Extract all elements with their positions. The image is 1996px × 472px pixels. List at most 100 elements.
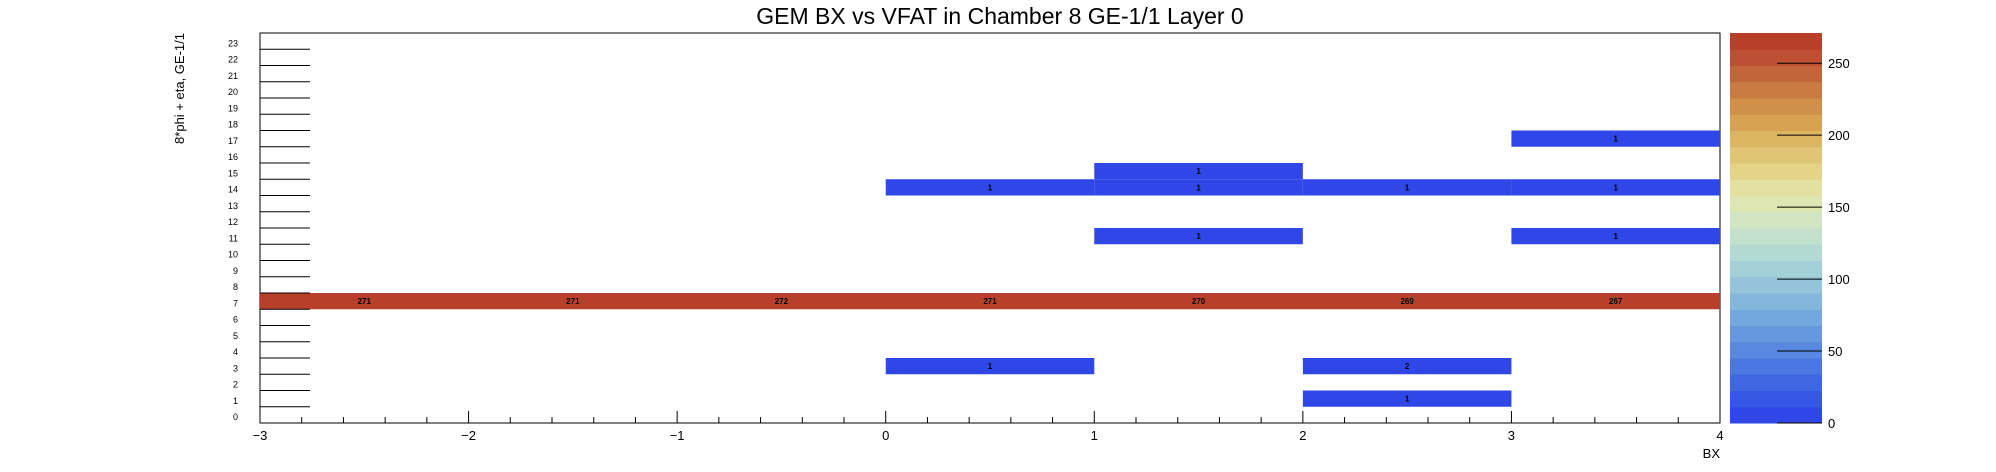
x-tick-label: 1 — [1091, 428, 1098, 443]
color-scale-segment — [1730, 406, 1822, 424]
cell-value-label: 1 — [1196, 167, 1201, 176]
heatmap-cell — [1511, 179, 1720, 196]
y-tick-label: 9 — [233, 266, 238, 276]
cell-value-label: 271 — [983, 297, 997, 306]
cell-value-label: 1 — [1405, 395, 1410, 404]
y-tick-label: 11 — [229, 233, 238, 243]
cell-value-label: 269 — [1400, 297, 1414, 306]
y-tick-label: 0 — [233, 412, 238, 422]
y-tick-label: 23 — [228, 38, 238, 48]
color-scale-segment — [1730, 325, 1822, 343]
color-scale-segment — [1730, 33, 1822, 50]
x-tick-label: −1 — [670, 428, 685, 443]
y-tick-label: 22 — [228, 55, 238, 65]
color-scale-segment — [1730, 309, 1822, 326]
x-tick-label: 0 — [882, 428, 889, 443]
y-tick-label: 19 — [228, 103, 238, 113]
color-scale-label: 100 — [1828, 272, 1850, 287]
y-tick-label: 15 — [228, 168, 238, 178]
y-tick-label: 4 — [233, 347, 238, 357]
color-scale: 0 50 100 150 200 250 — [1730, 33, 1850, 431]
y-tick-label: 1 — [233, 396, 238, 406]
cell-value-label: 1 — [1196, 232, 1201, 241]
y-tick-label: 3 — [233, 363, 238, 373]
y-tick-label: 2 — [233, 380, 238, 390]
color-scale-label: 150 — [1828, 200, 1850, 215]
y-tick-label: 13 — [228, 201, 238, 211]
cells-layer: 271 271 272 271 270 269 267 1 1 1 1 1 1 1 1 1 2 1 — [260, 130, 1720, 407]
heatmap-cell — [1511, 228, 1720, 245]
cell-value-label: 271 — [358, 297, 372, 306]
cell-value-label: 2 — [1405, 362, 1410, 371]
cell-value-label: 1 — [1405, 183, 1410, 192]
color-scale-segment — [1730, 276, 1822, 294]
chart-title: GEM BX vs VFAT in Chamber 8 GE-1/1 Layer… — [756, 3, 1243, 29]
heatmap-cell — [885, 358, 1095, 375]
y-tick-label: 8 — [233, 282, 238, 292]
x-axis: −3 −2 −1 0 1 2 3 4 — [253, 411, 1724, 443]
color-scale-segment — [1730, 293, 1822, 310]
cell-value-label: 1 — [1613, 135, 1618, 144]
cell-value-label: 1 — [1613, 232, 1618, 241]
color-scale-segment — [1730, 49, 1822, 66]
x-axis-title: BX — [1703, 446, 1721, 461]
cell-value-label: 1 — [1613, 183, 1618, 192]
color-scale-segment — [1730, 358, 1822, 375]
color-scale-segment — [1730, 130, 1822, 148]
color-scale-segment — [1730, 98, 1822, 115]
color-scale-label: 0 — [1828, 416, 1835, 431]
color-scale-segment — [1730, 228, 1822, 245]
y-tick-label: 12 — [228, 217, 238, 227]
heatmap-cell — [260, 293, 1720, 310]
cell-value-label: 1 — [1196, 183, 1201, 192]
y-tick-label: 16 — [228, 152, 238, 162]
x-tick-label: 2 — [1299, 428, 1306, 443]
heatmap-cell — [1302, 358, 1512, 375]
y-tick-label: 20 — [228, 87, 238, 97]
cell-value-label: 270 — [1192, 297, 1206, 306]
color-scale-segment — [1730, 195, 1822, 213]
cell-value-label: 1 — [988, 362, 993, 371]
y-tick-label: 10 — [228, 250, 238, 260]
color-scale-segment — [1730, 341, 1822, 359]
cell-value-label: 267 — [1609, 297, 1623, 306]
color-scale-label: 250 — [1828, 56, 1850, 71]
x-tick-label: −2 — [461, 428, 476, 443]
color-scale-segment — [1730, 81, 1822, 99]
color-scale-label: 200 — [1828, 128, 1850, 143]
heatmap-cell — [1094, 163, 1303, 180]
heatmap-cell — [1302, 179, 1512, 196]
x-tick-label: 4 — [1716, 428, 1723, 443]
heatmap-cell — [1094, 228, 1303, 245]
color-scale-segment — [1730, 260, 1822, 278]
cell-value-label: 1 — [988, 183, 993, 192]
color-scale-segment — [1730, 163, 1822, 180]
y-tick-label: 18 — [228, 120, 238, 130]
color-scale-segment — [1730, 146, 1822, 164]
y-tick-label: 14 — [228, 185, 238, 195]
color-scale-segment — [1730, 244, 1822, 261]
color-scale-label: 50 — [1828, 344, 1842, 359]
heatmap-cell — [1094, 179, 1303, 196]
heatmap-cell — [1302, 390, 1512, 407]
x-tick-label: 3 — [1508, 428, 1515, 443]
color-scale-segment — [1730, 114, 1822, 131]
heatmap-cell — [1511, 130, 1720, 147]
cell-value-label: 271 — [566, 297, 580, 306]
color-scale-segment — [1730, 374, 1822, 391]
color-scale-segment — [1730, 211, 1822, 229]
color-scale-segment — [1730, 65, 1822, 83]
y-axis-title: 8*phi + eta, GE-1/1 — [172, 33, 187, 144]
x-tick-label: −3 — [253, 428, 268, 443]
color-scale-segment — [1730, 179, 1822, 196]
y-tick-label: 7 — [233, 298, 238, 308]
color-scale-segment — [1730, 390, 1822, 408]
y-tick-label: 5 — [233, 331, 238, 341]
cell-value-label: 272 — [775, 297, 789, 306]
y-tick-label: 21 — [228, 71, 238, 81]
heatmap-cell — [885, 179, 1095, 196]
y-tick-label: 17 — [228, 136, 238, 146]
y-tick-label: 6 — [233, 315, 238, 325]
